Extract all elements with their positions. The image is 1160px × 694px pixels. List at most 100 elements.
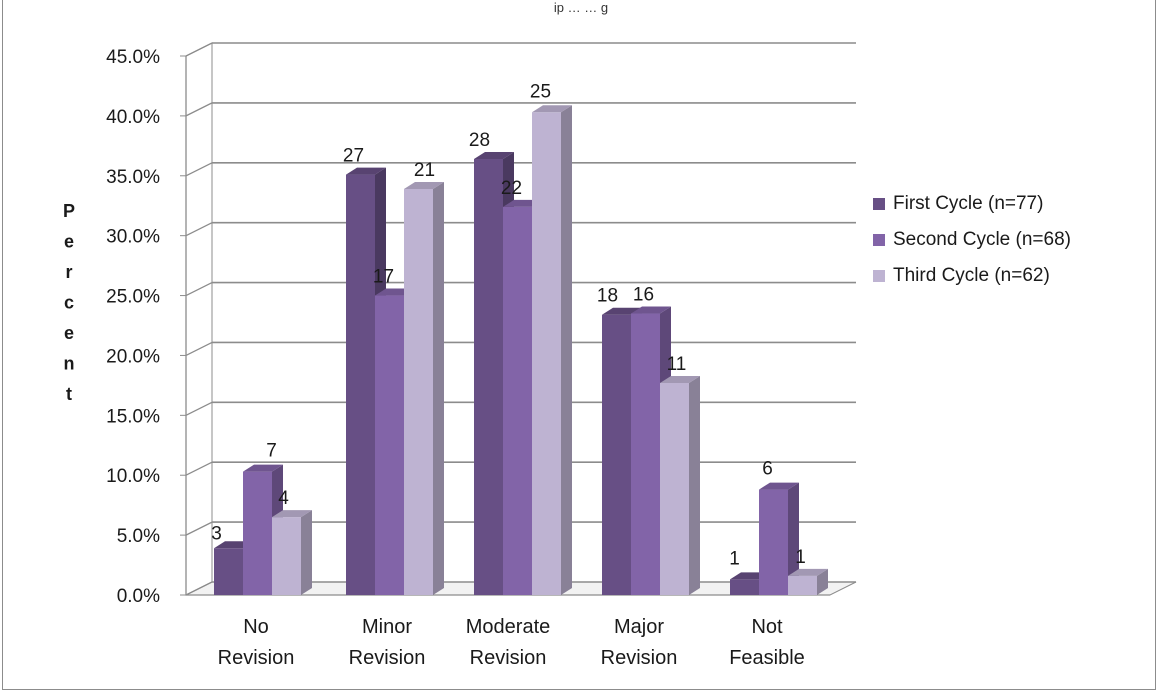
gridline-slant [185, 162, 213, 177]
gridline-slant [185, 581, 213, 596]
category-label: Feasible [729, 647, 805, 669]
data-label: 1 [729, 548, 740, 569]
bar-top [474, 152, 514, 160]
y-axis-label-letter: n [64, 354, 75, 374]
data-label: 7 [266, 441, 277, 462]
category-label: Major [614, 616, 664, 638]
chart-top-text: ip … … g [554, 0, 608, 15]
bar-top [532, 105, 572, 113]
bar-top [346, 167, 386, 175]
bar [759, 482, 799, 595]
bar-face [272, 517, 301, 595]
category-label: Not [751, 616, 783, 638]
data-label: 17 [373, 267, 394, 288]
y-tick-label: 10.0% [106, 466, 160, 487]
legend-label-first-cycle: First Cycle (n=77) [893, 193, 1044, 214]
gridline-slant [185, 401, 213, 416]
y-tick-label: 5.0% [117, 526, 160, 547]
data-label: 27 [343, 146, 364, 167]
bar-face [788, 575, 817, 595]
data-label: 11 [667, 354, 687, 375]
bar [404, 181, 444, 595]
gridline-slant [185, 281, 213, 297]
y-axis-label-letter: t [66, 384, 72, 404]
data-label: 3 [211, 523, 222, 544]
bar [660, 375, 700, 595]
bar-side [817, 568, 828, 595]
y-tick-label: 15.0% [106, 406, 160, 427]
bar-chart: ip … … g 0.0%5.0%10.0%15.0%20.0%25.0%30.… [63, 0, 857, 669]
bar [272, 510, 312, 595]
legend-label-second-cycle: Second Cycle (n=68) [893, 229, 1071, 250]
bar-top [759, 482, 799, 490]
bar-side [301, 510, 312, 595]
category-label: Revision [349, 647, 426, 669]
x-axis-categories: No Revision Minor Revision Moderate Revision M… [218, 616, 805, 669]
category-label: Moderate [466, 616, 551, 638]
y-axis-label-letter: P [63, 201, 75, 221]
y-tick-label: 30.0% [106, 227, 160, 248]
bar-side [788, 482, 799, 595]
legend-label-third-cycle: Third Cycle (n=62) [893, 265, 1050, 286]
y-tick-label: 25.0% [106, 287, 160, 308]
y-axis-label-letter: e [64, 232, 74, 252]
y-tick-label: 20.0% [106, 346, 160, 367]
category-label: Revision [470, 647, 547, 669]
data-label: 18 [597, 286, 618, 307]
data-label: 1 [795, 547, 806, 568]
gridline-slant [185, 222, 213, 237]
y-axis-label-letter: r [65, 262, 72, 282]
bar-face [730, 579, 759, 595]
bar-top [243, 464, 283, 472]
bar-face [474, 159, 503, 595]
bars [214, 105, 828, 596]
y-tick-label: 35.0% [106, 167, 160, 188]
bar [532, 105, 572, 595]
bar-side [433, 181, 444, 595]
data-label: 4 [278, 488, 289, 509]
bar-top [272, 510, 312, 518]
bar-face [660, 382, 689, 595]
bar-top [631, 306, 671, 314]
data-label: 22 [501, 178, 522, 199]
bar [788, 568, 828, 595]
y-tick-label: 40.0% [106, 107, 160, 128]
legend-swatch-third-cycle [873, 270, 885, 282]
bar-face [631, 313, 660, 595]
bar-face [243, 471, 272, 595]
y-tick-label: 45.0% [106, 47, 160, 68]
y-axis-label-letter: c [64, 293, 74, 313]
bar-top [404, 181, 444, 189]
left-wall [185, 42, 213, 596]
bar-face [602, 314, 631, 595]
data-label: 25 [530, 81, 551, 102]
bar-face [375, 295, 404, 595]
data-label: 28 [469, 130, 490, 151]
bar-top [660, 375, 700, 383]
y-axis-ticks: 0.0% 5.0% 10.0% 15.0% 20.0% 25.0% 30.0% 35.0% 40… [106, 47, 160, 607]
bar-face [404, 188, 433, 595]
category-label: Revision [218, 647, 295, 669]
bar-face [346, 174, 375, 595]
legend-item-third-cycle: Third Cycle (n=62) [873, 258, 1071, 294]
gridline-slant [185, 341, 213, 357]
gridline-slant [185, 521, 213, 536]
legend-item-second-cycle: Second Cycle (n=68) [873, 222, 1071, 258]
category-label: No [243, 616, 269, 638]
legend-swatch-first-cycle [873, 198, 885, 210]
bar-face [532, 112, 561, 595]
legend-swatch-second-cycle [873, 234, 885, 246]
category-label: Revision [601, 647, 678, 669]
y-tick-label: 0.0% [117, 586, 160, 607]
data-label: 21 [414, 160, 435, 181]
legend: First Cycle (n=77) Second Cycle (n=68) T… [873, 186, 1071, 294]
legend-item-first-cycle: First Cycle (n=77) [873, 186, 1071, 222]
gridline-slant [185, 102, 213, 117]
bar-side [689, 375, 700, 595]
bar-top [788, 568, 828, 576]
gridline-slant [185, 42, 213, 57]
data-label: 16 [633, 285, 654, 306]
bar-face [503, 206, 532, 596]
